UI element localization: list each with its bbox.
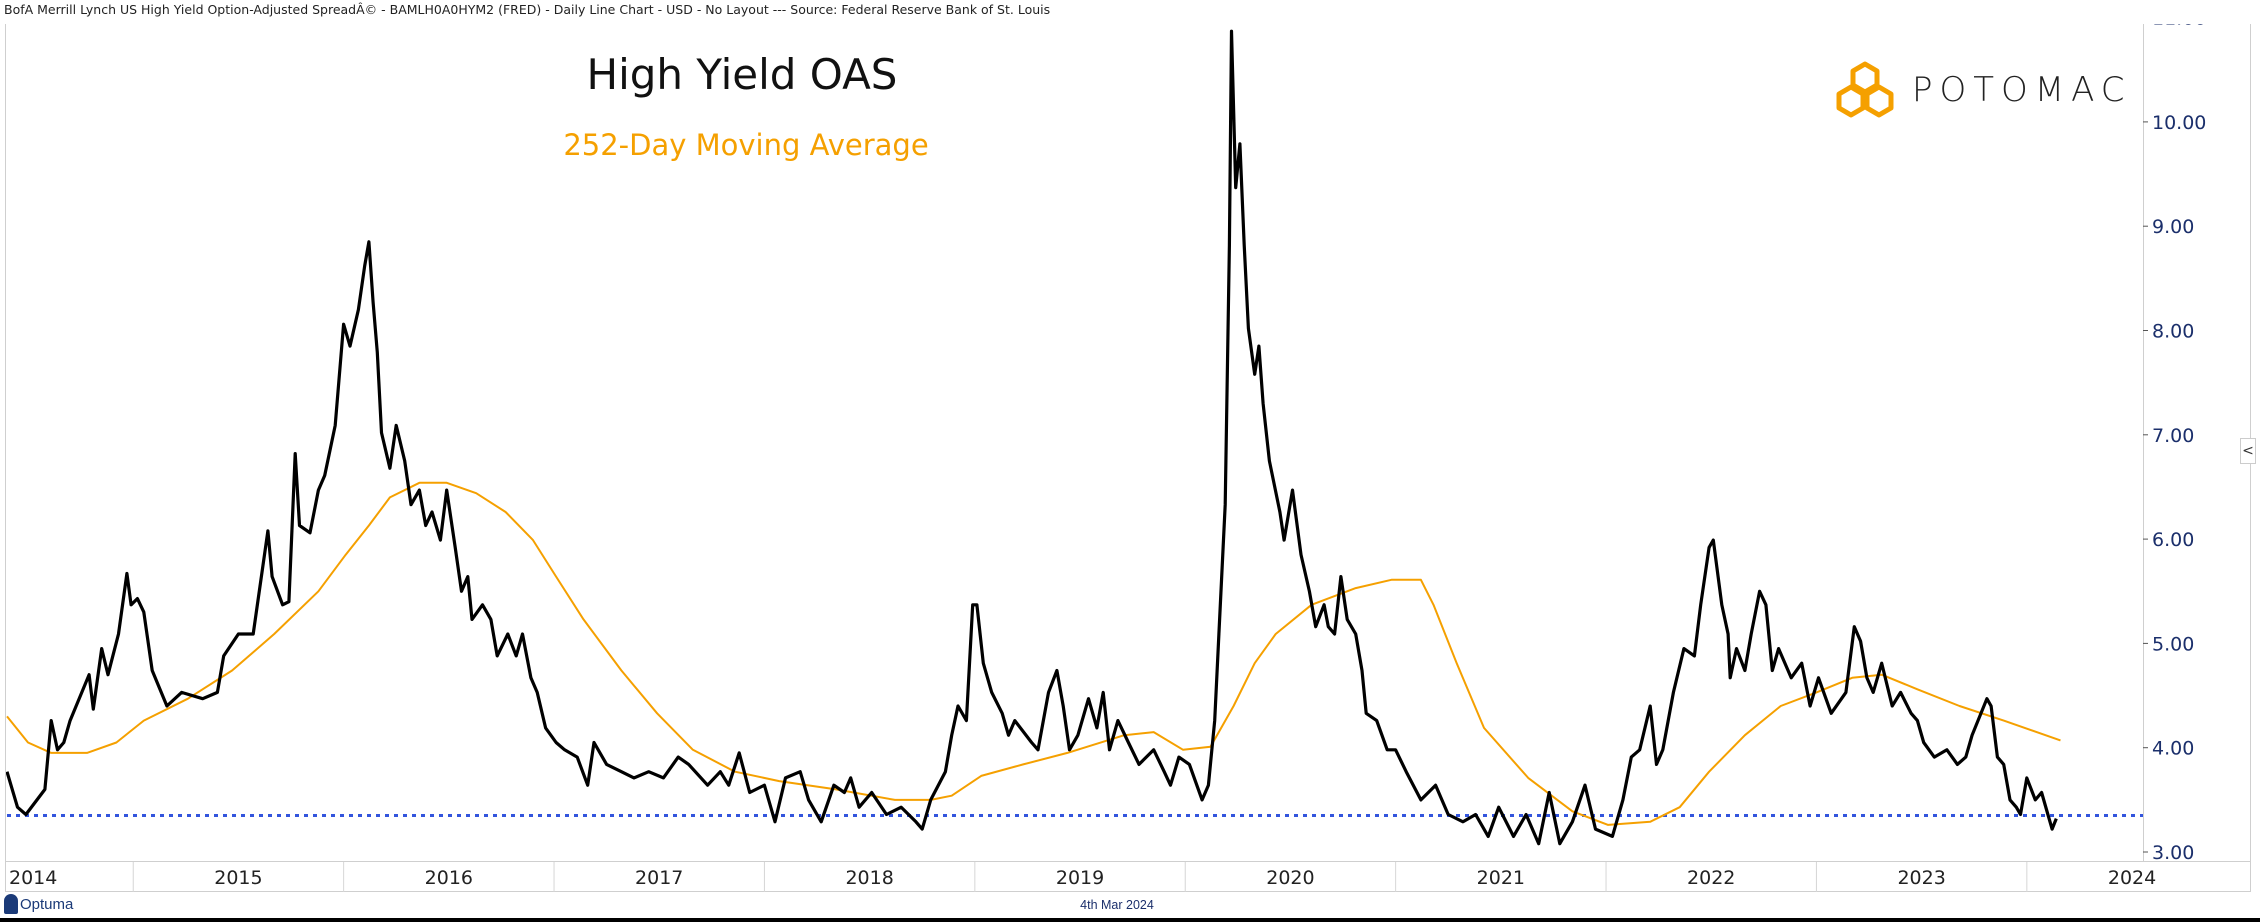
- series-line-moving-average: [6, 481, 2061, 826]
- y-tick-label: 6.00: [2152, 529, 2194, 551]
- x-tick-label: 2021: [1477, 867, 1525, 889]
- chart-subtitle: 252-Day Moving Average: [563, 128, 929, 162]
- footer-date: 4th Mar 2024: [1080, 898, 1154, 912]
- x-tick-label: 2014: [9, 867, 57, 889]
- optuma-logo: Optuma: [4, 894, 73, 914]
- y-tick-label: 9.00: [2152, 216, 2194, 238]
- potomac-logo: POTOMAC: [1832, 60, 2132, 120]
- x-tick-label: 2024: [2108, 867, 2156, 889]
- y-tick-label: 8.00: [2152, 321, 2194, 343]
- x-tick-label: 2016: [425, 867, 473, 889]
- y-axis: 3.00 4.00 5.00 6.00 7.00 8.00 9.00 10.00 11.00: [2143, 8, 2206, 864]
- chart-title: High Yield OAS: [586, 50, 898, 99]
- chart-source-line: BofA Merrill Lynch US High Yield Option-…: [4, 2, 1051, 17]
- x-tick-label: 2019: [1056, 867, 1104, 889]
- x-tick-label: 2020: [1266, 867, 1314, 889]
- optuma-logo-text: Optuma: [20, 895, 74, 913]
- collapse-panel-button[interactable]: <: [2240, 438, 2256, 464]
- x-tick-label: 2022: [1687, 867, 1735, 889]
- x-tick-label: 2015: [214, 867, 262, 889]
- plot-area: [6, 29, 2143, 846]
- bottom-bar: [0, 918, 2260, 922]
- x-tick-label: 2018: [845, 867, 893, 889]
- y-tick-label: 7.00: [2152, 425, 2194, 447]
- y-tick-label: 10.00: [2152, 112, 2206, 134]
- x-tick-label: 2023: [1897, 867, 1945, 889]
- x-axis: 2014 2015 2016 2017 2018 2019 2020 2021 2022 2023…: [9, 862, 2156, 892]
- y-tick-label: 3.00: [2152, 842, 2194, 864]
- y-tick-label: 11.00: [2152, 8, 2206, 30]
- series-line-high-yield-oas: [6, 29, 2058, 846]
- hexagon-logo-icon: [1836, 61, 1894, 118]
- y-tick-label: 4.00: [2152, 738, 2194, 760]
- y-tick-label: 5.00: [2152, 633, 2194, 655]
- x-tick-label: 2017: [635, 867, 683, 889]
- brand-name: POTOMAC: [1912, 70, 2132, 110]
- optuma-icon: [4, 894, 18, 914]
